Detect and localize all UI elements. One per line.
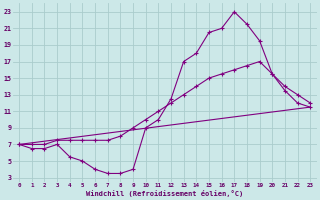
X-axis label: Windchill (Refroidissement éolien,°C): Windchill (Refroidissement éolien,°C) (86, 190, 243, 197)
